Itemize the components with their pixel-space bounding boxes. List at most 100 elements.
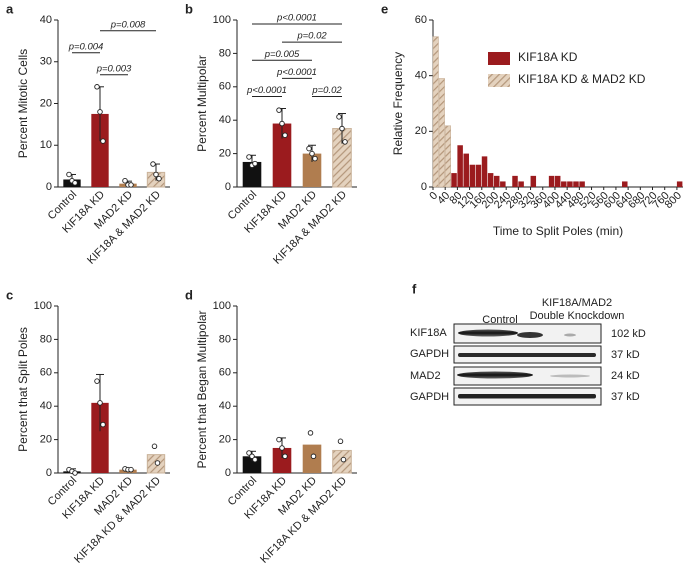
hist-bar [481, 156, 488, 187]
y-tick-label: 40 [40, 14, 52, 26]
blot-band [457, 371, 533, 379]
data-point [282, 453, 288, 460]
panel-letter: d [185, 287, 193, 302]
y-axis-label: Percent Multipolar [195, 55, 209, 152]
data-point [66, 171, 72, 178]
data-point [340, 456, 347, 463]
y-tick-label: 20 [415, 125, 427, 137]
blot-band [550, 374, 590, 378]
legend-label: KIF18A KD & MAD2 KD [518, 72, 646, 86]
sig-label: p=0.008 [110, 19, 146, 30]
y-tick-label: 60 [40, 367, 52, 379]
hist-bar [487, 173, 494, 187]
y-axis-label: Percent that Split Poles [16, 327, 30, 452]
hist-bar [554, 175, 561, 187]
hist-bar [579, 181, 585, 187]
data-point [337, 438, 344, 445]
data-point [154, 460, 161, 466]
hist-bar [463, 153, 469, 187]
panel-letter: e [381, 1, 388, 16]
sig-label: p=0.02 [311, 85, 342, 96]
blot-band [517, 332, 543, 338]
data-point [276, 107, 282, 113]
y-tick-label: 100 [213, 300, 231, 312]
size-label: 37 kD [611, 391, 640, 403]
bar [91, 402, 109, 473]
bar [302, 153, 322, 187]
column-header: Control [482, 314, 517, 326]
panel-letter: c [6, 287, 13, 302]
y-tick-label: 80 [40, 333, 52, 345]
data-point [72, 470, 78, 476]
blot-band [458, 353, 596, 357]
data-point [156, 175, 162, 182]
sig-label: p=0.004 [68, 41, 104, 52]
bar [91, 113, 109, 187]
size-label: 37 kD [611, 349, 640, 361]
data-point [97, 400, 103, 406]
data-point [252, 456, 258, 463]
row-label: MAD2 [410, 370, 441, 382]
panel-letter: a [6, 1, 14, 16]
data-point [309, 150, 315, 157]
data-point [151, 443, 158, 450]
y-tick-label: 30 [40, 56, 52, 68]
blot-band [564, 333, 576, 337]
data-point [100, 138, 106, 144]
blot-band [458, 329, 518, 337]
y-tick-label: 40 [40, 400, 52, 412]
hist-bar [512, 175, 518, 187]
data-point [150, 161, 156, 167]
hist-bar [444, 125, 451, 188]
hist-bar [469, 164, 476, 187]
hist-bar [438, 78, 445, 188]
western-blot: f Control KIF18A/MAD2 Double Knockdown K… [410, 281, 646, 406]
data-point [72, 180, 78, 186]
hist-bar [451, 173, 457, 187]
panel-letter: f [412, 281, 417, 296]
sig-label: p=0.005 [264, 49, 300, 60]
y-axis-label: Percent Mitotic Cells [16, 49, 30, 158]
hist-bar [548, 175, 555, 187]
y-tick-label: 20 [40, 97, 52, 109]
data-point [246, 450, 252, 456]
column-header: Double Knockdown [530, 310, 625, 322]
row-label: GAPDH [410, 348, 449, 360]
legend-label: KIF18A KD [518, 50, 578, 64]
data-point [100, 421, 106, 428]
y-tick-label: 60 [415, 14, 427, 26]
size-label: 102 kD [611, 328, 646, 340]
panel-letter: b [185, 1, 193, 16]
y-tick-label: 20 [219, 434, 231, 446]
y-tick-label: 60 [219, 81, 231, 93]
hist-bar [567, 181, 573, 187]
data-point [128, 182, 134, 188]
data-point [246, 154, 252, 160]
legend-swatch [488, 74, 510, 87]
x-axis-label: Time to Split Poles (min) [493, 224, 623, 238]
hist-bar [518, 181, 524, 187]
hist-bar [432, 36, 439, 188]
hist-bar [622, 181, 628, 187]
hist-bar [530, 175, 537, 187]
y-tick-label: 100 [34, 300, 52, 312]
row-label: GAPDH [410, 391, 449, 403]
data-point [94, 378, 100, 384]
data-point [312, 155, 318, 162]
sig-label: p<0.0001 [276, 13, 317, 24]
sig-label: p=0.02 [296, 31, 327, 42]
bar [272, 123, 292, 187]
y-tick-label: 80 [219, 47, 231, 59]
y-tick-label: 0 [225, 181, 231, 193]
y-tick-label: 0 [421, 181, 427, 193]
hist-bar [676, 181, 683, 187]
data-point [249, 453, 255, 460]
y-tick-label: 20 [219, 148, 231, 160]
hist-bar [500, 181, 506, 187]
data-point [282, 132, 288, 138]
size-label: 24 kD [611, 370, 640, 382]
y-axis-label: Percent that Began Multipolar [195, 310, 209, 468]
data-point [336, 114, 342, 120]
hist-bar [475, 164, 482, 187]
y-tick-label: 10 [40, 139, 52, 151]
